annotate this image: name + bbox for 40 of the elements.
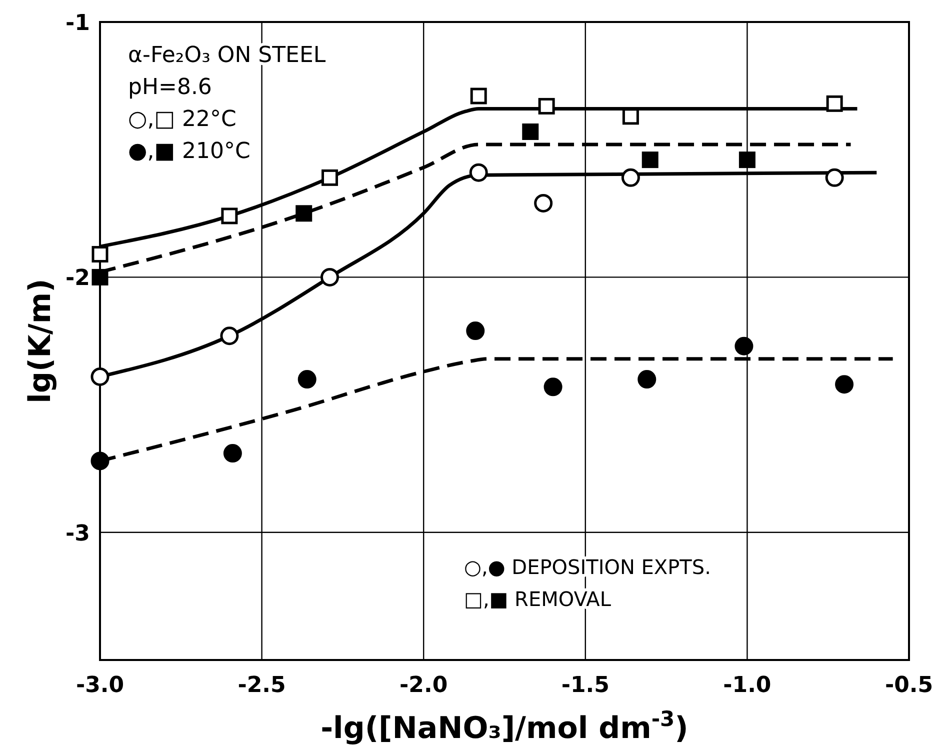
y-tick-label: -3 [66,521,90,546]
x-tick-label: -1.5 [561,673,610,698]
y-tick-label: -2 [66,266,90,292]
point [466,322,485,340]
x-tick-label: -3.0 [76,673,124,698]
point [92,268,108,286]
x-axis-title: -lg([NaNO₃]/mol dm$^{-3}$) [320,707,688,746]
point [638,370,656,389]
point [825,168,844,187]
x-tick-label: -2.0 [400,673,448,698]
point [322,169,338,186]
y-axis-title: lg(K/m) [23,278,58,404]
annotation: ●,■ 210°C [128,139,250,164]
point [223,444,242,463]
point [298,370,316,389]
point [835,375,854,394]
point [621,168,640,187]
point [469,163,488,182]
point [544,378,562,396]
point [90,367,110,386]
point [734,336,754,356]
point [538,98,555,114]
x-tick-label: -0.5 [884,673,934,698]
point [90,452,110,470]
point [522,123,539,140]
point [534,194,553,212]
annotation: pH=8.6 [128,75,212,100]
point [296,205,312,222]
point [320,268,340,286]
point [221,208,238,224]
x-tick-label: -1.0 [723,673,772,698]
point [470,88,487,104]
y-tick-label: -1 [66,11,90,36]
point [220,326,239,346]
x-tick-label: -2.5 [238,673,286,698]
point [642,152,658,168]
annotation: ○,□ 22°C [128,107,236,132]
point [92,246,108,262]
point [738,152,756,168]
point [826,95,843,112]
